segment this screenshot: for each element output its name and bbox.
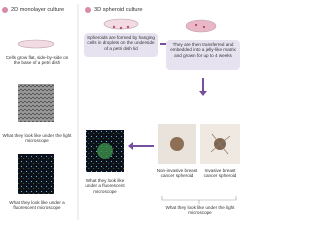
bracket [161, 196, 237, 204]
section-title: 3D spheroid culture [94, 7, 143, 13]
icon [85, 7, 91, 13]
step-box [84, 33, 158, 57]
caption: What they look like under the light micr… [165, 205, 235, 216]
petri-dish [17, 39, 55, 49]
step-text: Spheroids are formed by hanging cells in… [87, 35, 155, 51]
section-title: 2D monolayer culture [11, 7, 65, 13]
label: Non-invasive breast cancer spheroid [156, 168, 198, 179]
caption: What they look like under the light micr… [2, 133, 72, 144]
step-text: They are then transferred and embedded i… [170, 42, 236, 58]
caption: What they look like under a fluorescent … [9, 200, 65, 211]
petri-dish-matrix [185, 19, 217, 33]
light-micrograph [18, 84, 54, 122]
step-box [166, 40, 240, 70]
caption: What they look like under a fluorescent … [85, 178, 125, 194]
description: Cells grow flat, side-by-side on the bas… [5, 55, 69, 66]
label: Invasive breast cancer spheroid [203, 168, 237, 179]
fluorescent-micrograph [18, 154, 54, 194]
infographic: 2D monolayer culture 3D spheroid culture… [2, 4, 240, 220]
icon [2, 7, 8, 13]
